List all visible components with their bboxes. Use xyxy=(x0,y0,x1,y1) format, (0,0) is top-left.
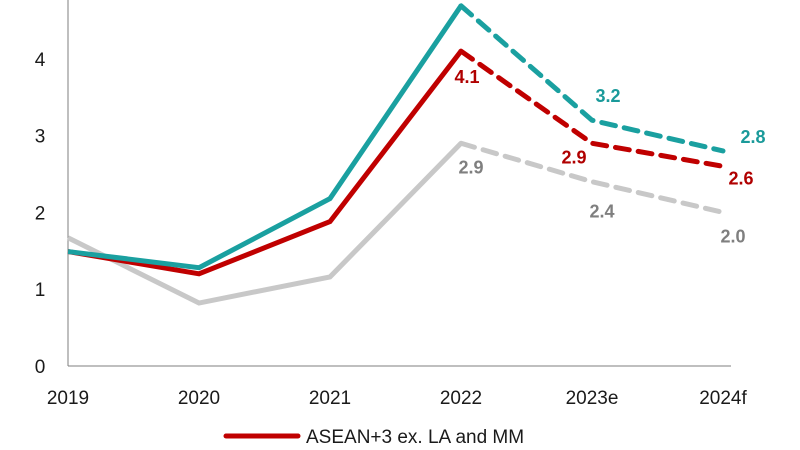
y-tick-label: 3 xyxy=(35,127,46,148)
x-tick-label: 2019 xyxy=(47,388,89,409)
legend-label: ASEAN+3 ex. LA and MM xyxy=(306,427,524,448)
series-line-solid xyxy=(67,49,463,277)
series-line-dashed xyxy=(458,140,726,215)
data-label: 2.9 xyxy=(561,147,586,167)
x-tick-label: 2020 xyxy=(178,388,220,409)
series-line-dashed xyxy=(458,3,726,154)
legend: ASEAN+3 ex. LA and MM xyxy=(223,427,524,448)
y-tick-label: 0 xyxy=(35,357,46,378)
data-label: 2.6 xyxy=(728,168,753,188)
data-label: 4.1 xyxy=(454,67,479,87)
series-line-solid xyxy=(67,4,464,271)
x-tick-label: 2024f xyxy=(699,388,747,409)
data-labels: 2.9 2.4 2.0 4.1 2.9 2.6 3.2 2.8 xyxy=(454,67,765,246)
x-tick-label: 2021 xyxy=(309,388,351,409)
data-label: 2.9 xyxy=(458,157,483,177)
series-line-solid xyxy=(66,141,463,306)
y-tick-label: 1 xyxy=(35,280,46,301)
data-label: 2.0 xyxy=(720,226,745,246)
series-group xyxy=(66,3,726,306)
series-line-dashed xyxy=(458,48,726,169)
data-label: 2.4 xyxy=(589,202,614,222)
x-tick-label: 2023e xyxy=(566,388,619,409)
y-tick-label: 2 xyxy=(35,203,46,224)
data-label: 3.2 xyxy=(595,86,620,106)
axes: 0 1 2 3 4 2019 2020 2021 2022 2023e 2024f xyxy=(35,0,747,409)
y-tick-label: 4 xyxy=(35,50,46,71)
x-tick-label: 2022 xyxy=(440,388,482,409)
data-label: 2.8 xyxy=(740,127,765,147)
